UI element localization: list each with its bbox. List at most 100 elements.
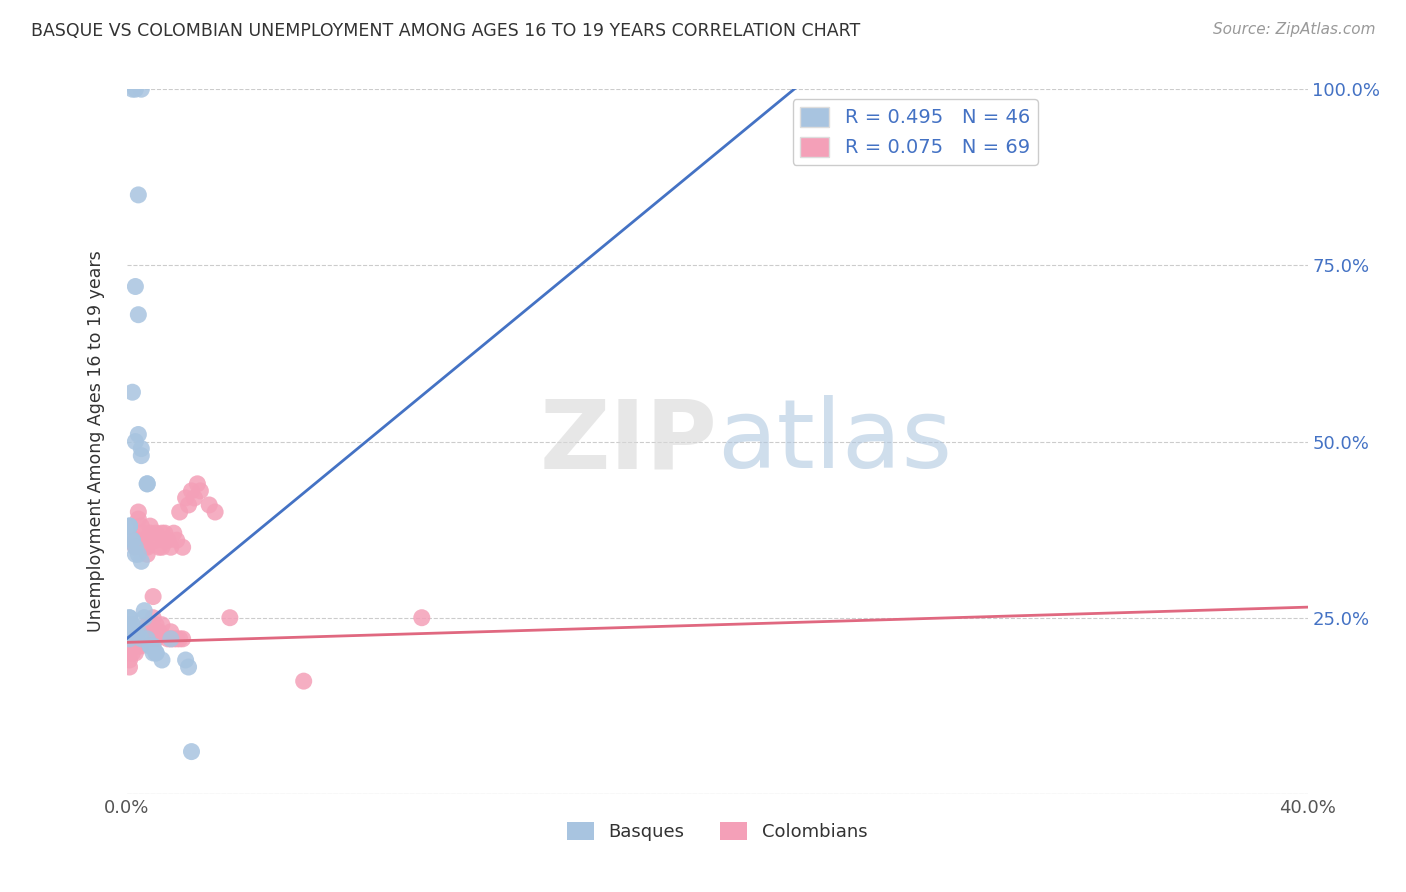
Point: [129, 82, 153, 96]
Point: [166, 632, 188, 646]
Point: [124, 547, 146, 561]
Point: [172, 632, 194, 646]
Point: [124, 632, 146, 646]
Point: [129, 519, 153, 533]
Text: Source: ZipAtlas.com: Source: ZipAtlas.com: [1212, 22, 1375, 37]
Point: [198, 498, 221, 512]
Point: [160, 624, 183, 639]
Y-axis label: Unemployment Among Ages 16 to 19 years: Unemployment Among Ages 16 to 19 years: [87, 251, 105, 632]
Point: [142, 610, 165, 624]
Point: [139, 526, 162, 541]
Point: [121, 533, 143, 548]
Point: [127, 624, 149, 639]
Point: [127, 427, 149, 442]
Point: [136, 617, 159, 632]
Point: [129, 526, 153, 541]
Point: [139, 519, 162, 533]
Point: [124, 646, 146, 660]
Point: [292, 674, 315, 689]
Point: [124, 279, 146, 293]
Point: [136, 476, 159, 491]
Point: [134, 604, 156, 618]
Point: [121, 385, 143, 400]
Text: atlas: atlas: [717, 395, 952, 488]
Point: [142, 590, 165, 604]
Point: [118, 610, 141, 624]
Point: [129, 632, 153, 646]
Point: [160, 632, 183, 646]
Point: [121, 639, 143, 653]
Point: [118, 639, 141, 653]
Point: [136, 541, 159, 555]
Point: [134, 610, 156, 624]
Point: [127, 632, 149, 646]
Point: [121, 533, 143, 548]
Point: [124, 541, 146, 555]
Point: [118, 610, 141, 624]
Point: [127, 639, 149, 653]
Point: [121, 646, 143, 660]
Point: [174, 653, 197, 667]
Point: [118, 519, 141, 533]
Point: [180, 745, 202, 759]
Point: [124, 624, 146, 639]
Point: [142, 632, 165, 646]
Point: [129, 442, 153, 456]
Point: [150, 617, 173, 632]
Point: [150, 653, 173, 667]
Point: [118, 519, 141, 533]
Point: [145, 646, 167, 660]
Point: [118, 624, 141, 639]
Point: [145, 533, 167, 548]
Point: [172, 541, 194, 555]
Point: [127, 187, 149, 202]
Point: [136, 632, 159, 646]
Point: [127, 512, 149, 526]
Legend: Basques, Colombians: Basques, Colombians: [560, 814, 875, 848]
Point: [177, 660, 200, 674]
Point: [121, 617, 143, 632]
Point: [156, 533, 179, 548]
Point: [177, 498, 200, 512]
Point: [150, 541, 173, 555]
Point: [169, 505, 191, 519]
Point: [219, 610, 242, 624]
Text: ZIP: ZIP: [538, 395, 717, 488]
Point: [166, 533, 188, 548]
Point: [124, 82, 146, 96]
Point: [139, 639, 162, 653]
Point: [136, 632, 159, 646]
Point: [145, 617, 167, 632]
Point: [118, 653, 141, 667]
Point: [129, 632, 153, 646]
Point: [127, 547, 149, 561]
Text: BASQUE VS COLOMBIAN UNEMPLOYMENT AMONG AGES 16 TO 19 YEARS CORRELATION CHART: BASQUE VS COLOMBIAN UNEMPLOYMENT AMONG A…: [31, 22, 860, 40]
Point: [134, 632, 156, 646]
Point: [121, 82, 143, 96]
Point: [136, 476, 159, 491]
Point: [142, 639, 165, 653]
Point: [121, 624, 143, 639]
Point: [145, 526, 167, 541]
Point: [118, 519, 141, 533]
Point: [118, 646, 141, 660]
Point: [163, 526, 186, 541]
Point: [150, 526, 173, 541]
Point: [145, 646, 167, 660]
Point: [186, 476, 208, 491]
Point: [153, 533, 176, 548]
Point: [134, 541, 156, 555]
Point: [118, 617, 141, 632]
Point: [411, 610, 433, 624]
Point: [127, 505, 149, 519]
Point: [174, 491, 197, 505]
Point: [118, 660, 141, 674]
Point: [204, 505, 226, 519]
Point: [121, 632, 143, 646]
Point: [124, 541, 146, 555]
Point: [118, 632, 141, 646]
Point: [139, 639, 162, 653]
Point: [142, 646, 165, 660]
Point: [129, 449, 153, 463]
Point: [129, 554, 153, 568]
